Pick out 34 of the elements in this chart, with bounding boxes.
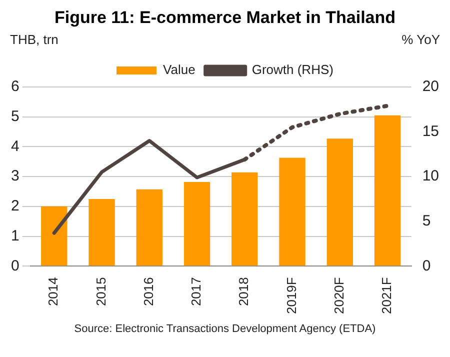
y2-tick-label: 15 [422,122,440,140]
bar [184,182,210,266]
bar [88,198,115,266]
bar [136,189,162,266]
y-tick-label: 1 [11,227,20,244]
chart-title: Figure 11: E-commerce Market in Thailand [53,8,397,28]
y-tick-label: 4 [11,138,20,155]
x-tick-label: 2014 [46,277,61,306]
y-tick-label: 0 [11,257,20,274]
legend-label: Value [163,62,196,78]
x-tick-label: 2020F [331,277,346,314]
bar [326,138,353,266]
x-tick-label: 2016 [140,277,156,306]
bar [41,206,68,266]
y2-axis-title: % YoY [402,32,440,48]
y-tick-label: 2 [11,198,20,215]
y-tick-label: 5 [11,108,20,125]
x-tick-label: 2019F [284,277,299,314]
y2-tick-label: 5 [422,212,431,230]
bar [374,115,401,266]
y2-tick-label: 10 [422,168,440,185]
x-tick-label: 2017 [188,277,204,306]
x-tick-label: 2015 [93,277,108,306]
source-note: Source: Electronic Transactions Development Agency (ETDA) [73,323,377,335]
y-tick-label: 6 [11,78,20,96]
y2-tick-label: 0 [422,257,431,274]
legend-label: Growth (RHS) [252,62,334,78]
x-tick-label: 2021F [379,277,394,314]
bar [279,158,306,266]
y-axis-title: THB, trn [10,32,58,48]
x-tick-label: 2018 [236,277,252,306]
bar [232,172,258,266]
y-tick-label: 3 [11,168,20,185]
y2-tick-label: 20 [422,78,440,96]
